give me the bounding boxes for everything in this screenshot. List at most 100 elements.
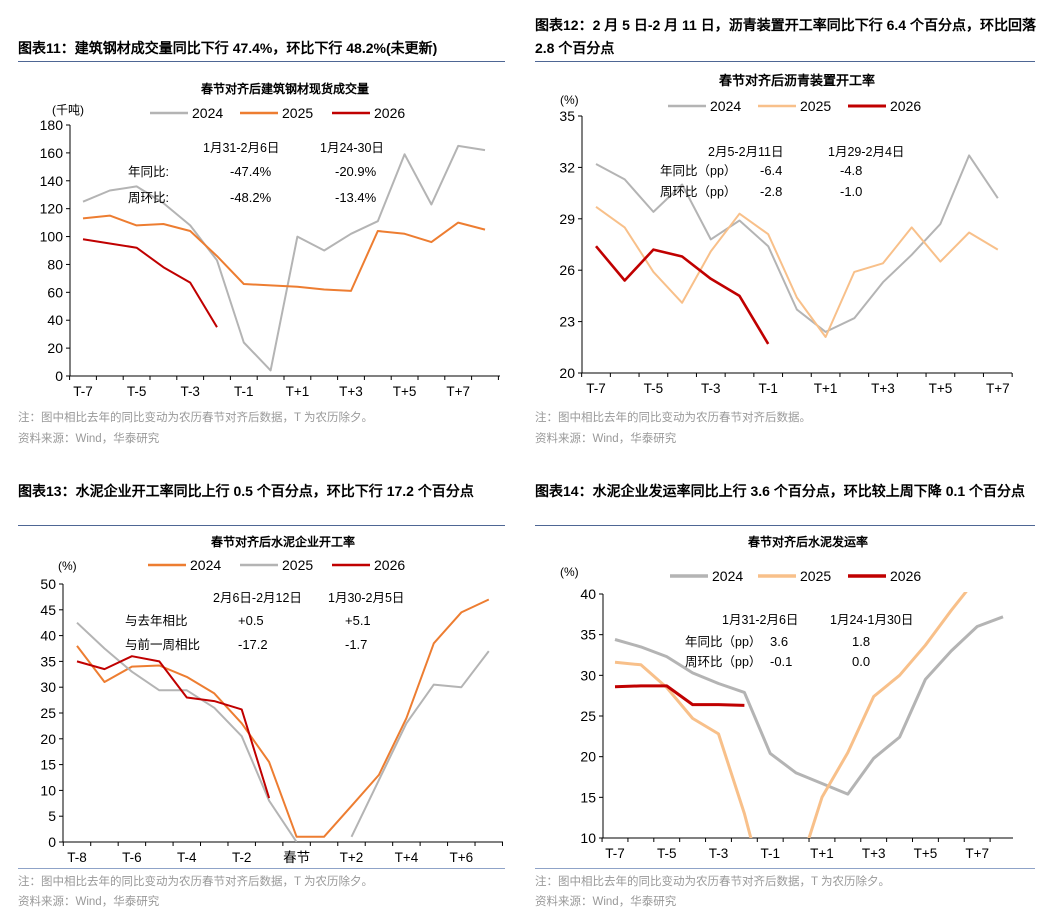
annotation-value: -6.4 [760, 163, 782, 178]
y-tick-label: 26 [559, 262, 575, 278]
annotation-value: 3.6 [770, 634, 788, 649]
legend-label-2025: 2025 [800, 568, 831, 584]
y-tick-label: 25 [40, 705, 56, 721]
annotation-value: -4.8 [840, 163, 862, 178]
annotation-row-label: 周环比（pp） [660, 185, 736, 199]
x-tick-label: T-5 [657, 846, 677, 861]
figure-title-11: 图表11：建筑钢材成交量同比下行 47.4%，环比下行 48.2%(未更新) [18, 40, 438, 56]
chart-source: 资料来源：Wind，华泰研究 [18, 433, 160, 445]
legend-label-2026: 2026 [374, 557, 405, 573]
series-line-2026 [595, 245, 770, 345]
annotation-value: -1.0 [840, 184, 862, 199]
y-tick-label: 40 [580, 586, 596, 602]
x-tick-label: T+3 [871, 381, 895, 396]
chart-source: 资料来源：Wind，华泰研究 [535, 896, 677, 908]
x-tick-label: T-4 [177, 850, 197, 865]
annotation-value: 0.0 [852, 654, 870, 669]
y-tick-label: 35 [580, 627, 596, 643]
y-tick-label: 80 [47, 256, 63, 272]
y-tick-label: 15 [40, 757, 56, 773]
chart-source: 资料来源：Wind，华泰研究 [18, 896, 160, 908]
figure-title-14: 图表14：水泥企业发运率同比上行 3.6 个百分点，环比较上周下降 0.1 个百… [535, 483, 1026, 499]
chart-note: 注：图中相比去年的同比变动为农历春节对齐后数据，T 为农历除夕。 [535, 876, 891, 888]
legend-label-2024: 2024 [190, 557, 221, 573]
x-tick-label: T-8 [67, 850, 87, 865]
legend-label-2026: 2026 [374, 105, 405, 121]
x-tick-label: T+7 [986, 381, 1010, 396]
y-tick-label: 120 [40, 201, 64, 217]
x-tick-label: T-5 [127, 384, 147, 399]
annotation-row-label: 与前一周相比 [125, 637, 200, 652]
y-axis-unit: (%) [560, 93, 579, 107]
series-line-2025 [82, 214, 486, 292]
legend-label-2026: 2026 [890, 568, 921, 584]
annotation-value: +5.1 [345, 613, 371, 628]
x-tick-label: T-3 [180, 384, 200, 399]
figure-title-12: 图表12：2 月 5 日-2 月 11 日，沥青装置开工率同比下行 6.4 个百… [535, 17, 1036, 56]
annotation-row-label: 与去年相比 [125, 614, 188, 628]
annotation-value: +0.5 [238, 613, 264, 628]
y-tick-label: 10 [580, 830, 596, 846]
y-tick-label: 40 [40, 628, 56, 644]
x-tick-label: T+2 [340, 850, 364, 865]
legend-label-2026: 2026 [890, 98, 921, 114]
y-tick-label: 35 [40, 653, 56, 669]
annotation-header: 1月31-2月6日 [722, 613, 798, 627]
y-tick-label: 20 [580, 749, 596, 765]
x-tick-label: T+5 [914, 846, 938, 861]
y-axis-unit: (千吨) [52, 103, 84, 117]
series-line-2025 [614, 592, 968, 838]
chart-title: 春节对齐后建筑钢材现货成交量 [200, 82, 369, 96]
series-line-2024 [595, 154, 999, 333]
divider [535, 525, 1035, 526]
chart-source: 资料来源：Wind，华泰研究 [535, 433, 677, 445]
x-tick-label: T+4 [395, 850, 419, 865]
x-tick-label: T+5 [929, 381, 953, 396]
annotation-value: -2.8 [760, 184, 782, 199]
y-tick-label: 20 [47, 340, 63, 356]
y-tick-label: 35 [559, 108, 575, 124]
y-tick-label: 20 [559, 365, 575, 381]
y-tick-label: 140 [40, 173, 64, 189]
y-tick-label: 20 [40, 731, 56, 747]
y-tick-label: 10 [40, 782, 56, 798]
y-axis-unit: (%) [58, 559, 77, 573]
annotation-row-label: 周环比: [128, 191, 169, 205]
series-line-2024 [82, 144, 486, 372]
annotation-header: 1月29-2月4日 [828, 145, 904, 159]
x-tick-label: T-1 [760, 846, 780, 861]
x-tick-label: T-7 [586, 381, 606, 396]
x-tick-label: T-3 [709, 846, 729, 861]
y-tick-label: 40 [47, 312, 63, 328]
chart-note: 注：图中相比去年的同比变动为农历春节对齐后数据，T 为农历除夕。 [18, 876, 374, 888]
series-line-2026 [82, 238, 218, 328]
x-tick-label: T-7 [73, 384, 93, 399]
figure-title-13: 图表13：水泥企业开工率同比上行 0.5 个百分点，环比下行 17.2 个百分点 [18, 483, 474, 499]
y-tick-label: 160 [40, 145, 64, 161]
y-tick-label: 60 [47, 284, 63, 300]
series-line-2026 [76, 655, 271, 799]
annotation-value: 1.8 [852, 634, 870, 649]
legend-label-2024: 2024 [192, 105, 223, 121]
legend-label-2025: 2025 [282, 557, 313, 573]
y-tick-label: 23 [559, 314, 575, 330]
chart-note: 注：图中相比去年的同比变动为农历春节对齐后数据，T 为农历除夕。 [18, 412, 374, 424]
annotation-value: -0.1 [770, 654, 792, 669]
y-tick-label: 0 [55, 368, 63, 384]
annotation-row-label: 年同比: [128, 165, 169, 179]
x-tick-label: T-1 [234, 384, 254, 399]
annotation-header: 2月6日-2月12日 [213, 591, 302, 605]
annotation-header: 1月24-30日 [320, 141, 384, 155]
annotation-row-label: 周环比（pp） [685, 655, 761, 669]
y-tick-label: 29 [559, 211, 575, 227]
x-tick-label: T+1 [810, 846, 834, 861]
annotation-header: 1月24-1月30日 [830, 613, 913, 627]
y-tick-label: 100 [40, 229, 64, 245]
annotation-row-label: 年同比（pp） [660, 164, 736, 178]
x-tick-label: T-1 [758, 381, 778, 396]
x-tick-label: T+7 [965, 846, 989, 861]
annotation-header: 1月31-2月6日 [203, 141, 279, 155]
legend-label-2025: 2025 [800, 98, 831, 114]
